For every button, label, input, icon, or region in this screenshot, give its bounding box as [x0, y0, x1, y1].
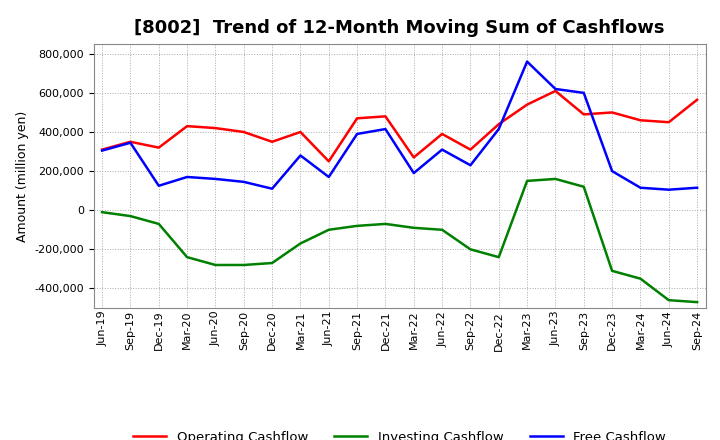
- Free Cashflow: [636, 185, 644, 191]
- Free Cashflow: [211, 176, 220, 182]
- Free Cashflow: [410, 170, 418, 176]
- Line: Free Cashflow: Free Cashflow: [102, 62, 697, 190]
- Investing Cashflow: [268, 260, 276, 266]
- Investing Cashflow: [325, 227, 333, 232]
- Operating Cashflow: [126, 139, 135, 144]
- Free Cashflow: [438, 147, 446, 152]
- Investing Cashflow: [466, 247, 474, 252]
- Operating Cashflow: [608, 110, 616, 115]
- Free Cashflow: [268, 186, 276, 191]
- Free Cashflow: [495, 126, 503, 132]
- Operating Cashflow: [665, 120, 673, 125]
- Free Cashflow: [126, 140, 135, 145]
- Investing Cashflow: [240, 262, 248, 268]
- Free Cashflow: [551, 86, 559, 92]
- Free Cashflow: [523, 59, 531, 64]
- Operating Cashflow: [693, 97, 701, 103]
- Operating Cashflow: [296, 129, 305, 135]
- Legend: Operating Cashflow, Investing Cashflow, Free Cashflow: Operating Cashflow, Investing Cashflow, …: [127, 425, 672, 440]
- Free Cashflow: [296, 153, 305, 158]
- Free Cashflow: [183, 174, 192, 180]
- Free Cashflow: [381, 126, 390, 132]
- Operating Cashflow: [98, 147, 107, 152]
- Investing Cashflow: [296, 241, 305, 246]
- Investing Cashflow: [580, 184, 588, 189]
- Investing Cashflow: [438, 227, 446, 232]
- Investing Cashflow: [183, 254, 192, 260]
- Investing Cashflow: [98, 209, 107, 215]
- Operating Cashflow: [438, 131, 446, 136]
- Operating Cashflow: [240, 129, 248, 135]
- Operating Cashflow: [155, 145, 163, 150]
- Free Cashflow: [466, 163, 474, 168]
- Free Cashflow: [608, 169, 616, 174]
- Free Cashflow: [665, 187, 673, 192]
- Operating Cashflow: [325, 159, 333, 164]
- Operating Cashflow: [466, 147, 474, 152]
- Investing Cashflow: [636, 276, 644, 281]
- Free Cashflow: [580, 90, 588, 95]
- Line: Investing Cashflow: Investing Cashflow: [102, 179, 697, 302]
- Investing Cashflow: [126, 213, 135, 219]
- Operating Cashflow: [523, 102, 531, 107]
- Free Cashflow: [98, 148, 107, 153]
- Investing Cashflow: [608, 268, 616, 274]
- Operating Cashflow: [211, 125, 220, 131]
- Investing Cashflow: [551, 176, 559, 182]
- Free Cashflow: [693, 185, 701, 191]
- Line: Operating Cashflow: Operating Cashflow: [102, 91, 697, 161]
- Operating Cashflow: [495, 121, 503, 127]
- Investing Cashflow: [523, 178, 531, 183]
- Operating Cashflow: [410, 155, 418, 160]
- Operating Cashflow: [353, 116, 361, 121]
- Investing Cashflow: [155, 221, 163, 227]
- Investing Cashflow: [693, 300, 701, 305]
- Free Cashflow: [155, 183, 163, 188]
- Operating Cashflow: [381, 114, 390, 119]
- Operating Cashflow: [183, 124, 192, 129]
- Operating Cashflow: [580, 112, 588, 117]
- Title: [8002]  Trend of 12-Month Moving Sum of Cashflows: [8002] Trend of 12-Month Moving Sum of C…: [135, 19, 665, 37]
- Investing Cashflow: [353, 223, 361, 228]
- Y-axis label: Amount (million yen): Amount (million yen): [16, 110, 29, 242]
- Free Cashflow: [240, 179, 248, 184]
- Investing Cashflow: [665, 297, 673, 303]
- Operating Cashflow: [268, 139, 276, 144]
- Operating Cashflow: [551, 88, 559, 94]
- Investing Cashflow: [211, 262, 220, 268]
- Investing Cashflow: [410, 225, 418, 231]
- Investing Cashflow: [381, 221, 390, 227]
- Operating Cashflow: [636, 117, 644, 123]
- Free Cashflow: [325, 174, 333, 180]
- Free Cashflow: [353, 131, 361, 136]
- Investing Cashflow: [495, 254, 503, 260]
